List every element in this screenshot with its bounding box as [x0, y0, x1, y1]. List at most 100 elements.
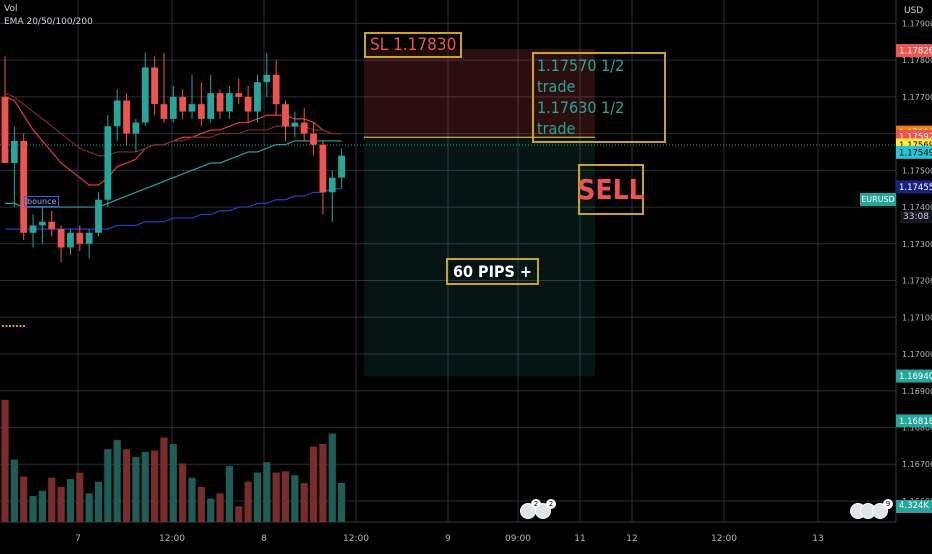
marker-dot	[12, 325, 15, 327]
volume-bar	[179, 463, 187, 522]
price-tick: 1.17200	[902, 277, 932, 286]
candle-body	[48, 221, 56, 230]
price-label-tag	[896, 414, 932, 428]
volume-bar	[253, 472, 262, 522]
time-tick: 9	[445, 534, 451, 544]
time-tick: 8	[261, 534, 267, 544]
candle-body	[113, 100, 121, 127]
candle-body	[207, 93, 215, 119]
candle-body	[310, 133, 317, 145]
volume-bar	[66, 479, 75, 522]
candle-body	[160, 104, 168, 119]
price-tick: 1.17300	[902, 240, 932, 249]
symbol-tag: EURUSD	[860, 193, 896, 206]
marker-dot	[9, 325, 11, 327]
candle-body	[328, 177, 336, 193]
reward-zone	[364, 137, 595, 377]
take-profit-2: 1.17630 1/2 trade	[537, 98, 625, 138]
volume-bar	[76, 472, 84, 522]
volume-bar	[160, 437, 168, 522]
candle-body	[291, 122, 299, 127]
volume-bar	[29, 496, 37, 522]
volume-bar	[272, 472, 280, 522]
candle-body	[29, 225, 37, 233]
currency-label: USD	[904, 6, 924, 16]
marker-dot	[23, 325, 25, 327]
price-label-tag	[896, 145, 932, 159]
ema-line	[5, 140, 342, 208]
event-flag-icon[interactable]: 2	[520, 499, 541, 519]
volume-bar	[197, 486, 205, 522]
sell-label[interactable]: SELL	[577, 164, 645, 215]
volume-bar	[113, 440, 121, 522]
stop-loss-label[interactable]: SL 1.17830	[364, 32, 463, 58]
volume-bar	[207, 498, 215, 522]
price-label-text: 1.17826	[899, 47, 932, 57]
volume-bar	[122, 449, 131, 522]
volume-bar	[328, 433, 336, 522]
candle-body	[244, 96, 252, 112]
price-label-text: 1.16818	[899, 417, 932, 427]
volume-bar	[216, 493, 224, 522]
candle-body	[169, 96, 177, 119]
price-tick: 1.17100	[902, 313, 932, 322]
volume-bar	[151, 450, 159, 522]
candle-body	[300, 122, 308, 134]
price-tick: 1.16900	[902, 387, 932, 396]
volume-bar	[20, 476, 28, 522]
volume-bar	[85, 493, 93, 522]
price-label-tag	[896, 44, 932, 58]
volume-bar	[225, 466, 233, 522]
candle-body	[282, 104, 289, 127]
candle-body	[85, 232, 93, 244]
price-tick: 1.17500	[902, 166, 932, 175]
volume-bar	[244, 481, 252, 522]
candle-body	[39, 221, 46, 226]
price-label-tag	[896, 369, 932, 383]
candle-body	[67, 232, 74, 248]
price-label-tag	[896, 180, 932, 194]
time-tick: 12:00	[711, 534, 737, 544]
take-profit-box[interactable]: 1.17570 1/2 trade 1.17630 1/2 trade	[532, 52, 666, 143]
pips-label[interactable]: 60 PIPS +	[446, 258, 539, 285]
candle-body	[179, 96, 187, 112]
marker-dot	[16, 325, 18, 327]
bounce-label[interactable]: bounce	[24, 196, 60, 207]
candle-body	[1, 96, 9, 163]
price-tick: 1.16700	[902, 460, 932, 469]
volume-bar	[104, 449, 112, 522]
risk-zone	[364, 49, 595, 138]
candle-body	[338, 155, 345, 178]
volume-bar	[291, 475, 299, 522]
candle-body	[235, 93, 243, 97]
candle-body	[226, 93, 233, 112]
price-tick: 1.17900	[902, 19, 932, 28]
price-tick: 1.17700	[902, 93, 932, 102]
candle-body	[104, 126, 112, 200]
candle-body	[76, 232, 84, 244]
candle-body	[123, 100, 130, 134]
volume-bar	[48, 477, 56, 522]
marker-dot	[19, 325, 22, 327]
countdown-tag: 33:08	[900, 211, 932, 223]
ema-legend: EMA 20/50/100/200	[4, 17, 93, 27]
volume-bar	[132, 457, 140, 522]
candle-body	[216, 93, 224, 112]
event-flag-icon[interactable]: 2	[535, 499, 556, 519]
volume-bar	[263, 462, 271, 522]
candle-body	[188, 104, 196, 112]
event-flag-icon[interactable]: 9	[872, 499, 893, 519]
take-profit-1: 1.17570 1/2 trade	[537, 56, 625, 96]
marker-dot	[2, 325, 4, 327]
volume-bar	[1, 399, 9, 522]
candle-body	[319, 144, 327, 193]
volume-bar	[235, 506, 243, 522]
volume-bar	[94, 481, 103, 522]
candle-body	[95, 199, 102, 233]
volume-bar	[169, 444, 177, 522]
volume-bar	[309, 446, 318, 522]
candle-body	[151, 67, 158, 105]
volume-legend: Vol	[4, 4, 18, 14]
